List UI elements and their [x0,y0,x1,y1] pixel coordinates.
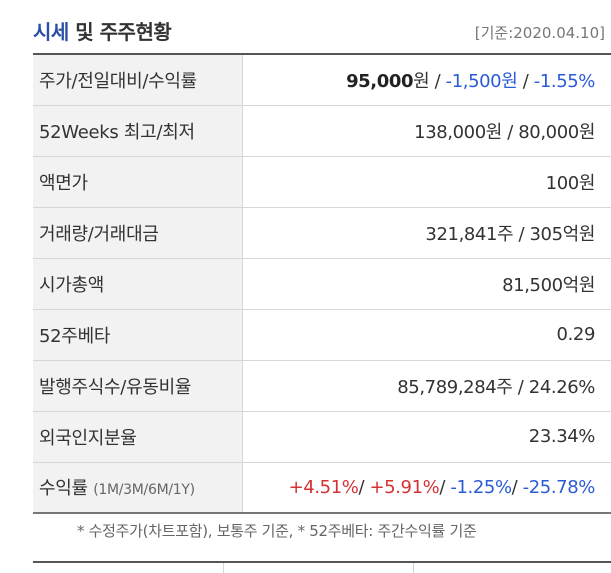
row-label-beta: 52주베타 [33,309,243,361]
row-value-foreign-ownership: 23.34% [242,411,611,463]
table-row: 52Weeks 최고/최저 138,000원 / 80,000원 [33,105,611,157]
return-6m: -1.25% [450,476,512,498]
row-value-volume: 321,841주 / 305억원 [242,207,611,259]
row-value-price: 95,000원 / -1,500원 / -1.55% [242,54,611,106]
row-label-price: 주가/전일대비/수익률 [33,54,243,106]
returns-period: (1M/3M/6M/1Y) [93,482,195,499]
return-1y: -25.78% [522,476,596,498]
current-price: 95,000 [346,70,414,92]
footnote: * 수정주가(차트포함), 보통주 기준, * 52주베타: 주간수익률 기준 [77,522,477,540]
price-change: -1,500원 [445,70,518,92]
title-accent: 시세 [33,20,69,44]
table-row: 주가/전일대비/수익률 95,000원 / -1,500원 / -1.55% [33,54,611,106]
price-shareholder-table: 주가/전일대비/수익률 95,000원 / -1,500원 / -1.55% 5… [33,53,611,514]
row-label-market-cap: 시가총액 [33,258,243,310]
row-value-52weeks: 138,000원 / 80,000원 [242,105,611,157]
table-row: 수익률 (1M/3M/6M/1Y) +4.51%/ +5.91%/ -1.25%… [33,462,611,514]
row-value-beta: 0.29 [242,309,611,361]
table-row: 거래량/거래대금 321,841주 / 305억원 [33,207,611,259]
return-3m: +5.91% [369,476,440,498]
section-header: 시세 및 주주현황 [기준:2020.04.10] [33,14,605,46]
separator: / [517,70,534,92]
separator: / [511,476,523,498]
row-label-foreign-ownership: 외국인지분율 [33,411,243,463]
next-table-edge [33,561,611,573]
table-row: 액면가 100원 [33,156,611,208]
table-row: 시가총액 81,500억원 [33,258,611,310]
separator: / [358,476,370,498]
row-value-par-value: 100원 [242,156,611,208]
price-change-pct: -1.55% [533,70,596,92]
separator: / [429,70,446,92]
row-label-shares: 발행주식수/유동비율 [33,360,243,412]
separator: / [439,476,451,498]
table-row: 52주베타 0.29 [33,309,611,361]
return-1m: +4.51% [288,476,359,498]
column-divider [413,563,414,573]
row-value-shares: 85,789,284주 / 24.26% [242,360,611,412]
row-value-market-cap: 81,500억원 [242,258,611,310]
row-label-returns: 수익률 (1M/3M/6M/1Y) [33,462,243,514]
table-row: 외국인지분율 23.34% [33,411,611,463]
section-title: 시세 및 주주현황 [33,16,172,45]
price-unit: 원 [413,70,430,92]
row-label-52weeks: 52Weeks 최고/최저 [33,105,243,157]
column-divider [223,563,224,573]
row-label-par-value: 액면가 [33,156,243,208]
base-date: [기준:2020.04.10] [474,24,605,42]
table-row: 발행주식수/유동비율 85,789,284주 / 24.26% [33,360,611,412]
title-rest: 및 주주현황 [68,20,172,44]
row-value-returns: +4.51%/ +5.91%/ -1.25%/ -25.78% [242,462,611,514]
row-label-volume: 거래량/거래대금 [33,207,243,259]
returns-label: 수익률 [39,478,88,500]
